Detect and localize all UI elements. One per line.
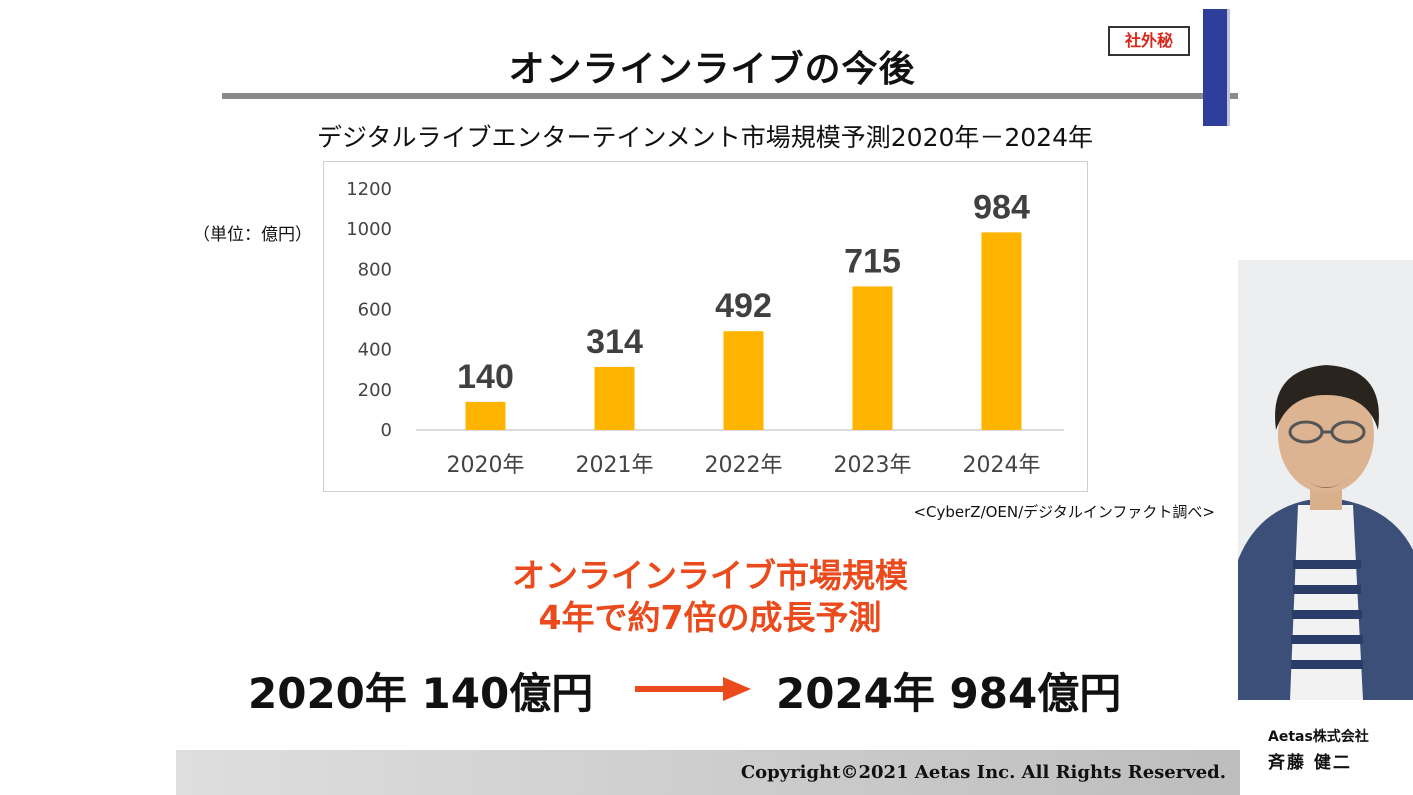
accent-bar — [1203, 9, 1230, 126]
bar-chart: 0 200 400 600 800 1000 1200 140 2020年 314 2021年 492… — [323, 161, 1088, 492]
x-category-label: 2023年 — [834, 453, 912, 478]
bar-2 — [594, 366, 635, 430]
bar-4 — [852, 286, 893, 430]
presenter-company: Aetas株式会社 — [1268, 729, 1369, 745]
y-tick-label: 0 — [381, 420, 392, 441]
y-tick-label: 1000 — [346, 219, 392, 240]
x-category-label: 2020年 — [447, 453, 525, 478]
bar-value-label: 314 — [586, 323, 643, 361]
bar-value-label: 715 — [844, 242, 901, 280]
compare-2020: 2020年 140億円 — [248, 669, 594, 718]
compare-2024: 2024年 984億円 — [776, 669, 1122, 718]
slide-title: オンラインライブの今後 — [508, 49, 916, 90]
bar-value-label: 140 — [457, 358, 514, 396]
unit-label: （単位：億円） — [193, 225, 312, 245]
chart-title: デジタルライブエンターテインメント市場規模予測2020年－2024年 — [317, 123, 1093, 152]
y-tick-label: 1200 — [346, 179, 392, 200]
headline-line-1: オンラインライブ市場規模 — [512, 556, 908, 595]
y-tick-label: 600 — [358, 300, 392, 321]
headline: オンラインライブ市場規模 4年で約7倍の成長予測 — [370, 555, 1050, 639]
x-category-label: 2022年 — [705, 453, 783, 478]
bar-5 — [981, 232, 1022, 430]
y-tick-label: 200 — [358, 380, 392, 401]
title-divider — [222, 93, 1238, 99]
headline-line-2: 4年で約7倍の成長予測 — [538, 598, 882, 637]
footer-bar: Copyright©2021 Aetas Inc. All Rights Res… — [176, 750, 1240, 795]
presenter-name: 斉藤 健二 — [1268, 753, 1352, 773]
x-category-label: 2021年 — [576, 453, 654, 478]
slide: オンラインライブの今後 社外秘 デジタルライブエンターテインメント市場規模予測2… — [176, 9, 1240, 795]
presenter-video — [1238, 260, 1413, 700]
bar-value-label: 984 — [973, 188, 1030, 226]
bar-value-label: 492 — [715, 287, 772, 325]
y-tick-label: 400 — [358, 340, 392, 361]
bar-1 — [465, 401, 506, 430]
confidential-badge: 社外秘 — [1108, 26, 1190, 56]
arrow-right-icon — [635, 677, 751, 701]
x-category-label: 2024年 — [963, 453, 1041, 478]
presenter-avatar — [1238, 260, 1413, 700]
bar-chart-svg: 0 200 400 600 800 1000 1200 140 2020年 314 2021年 492… — [346, 179, 1064, 478]
source-note: <CyberZ/OEN/デジタルインファクト調べ> — [913, 503, 1215, 521]
y-tick-label: 800 — [358, 259, 392, 280]
copyright: Copyright©2021 Aetas Inc. All Rights Res… — [740, 762, 1226, 783]
bar-3 — [723, 331, 764, 430]
